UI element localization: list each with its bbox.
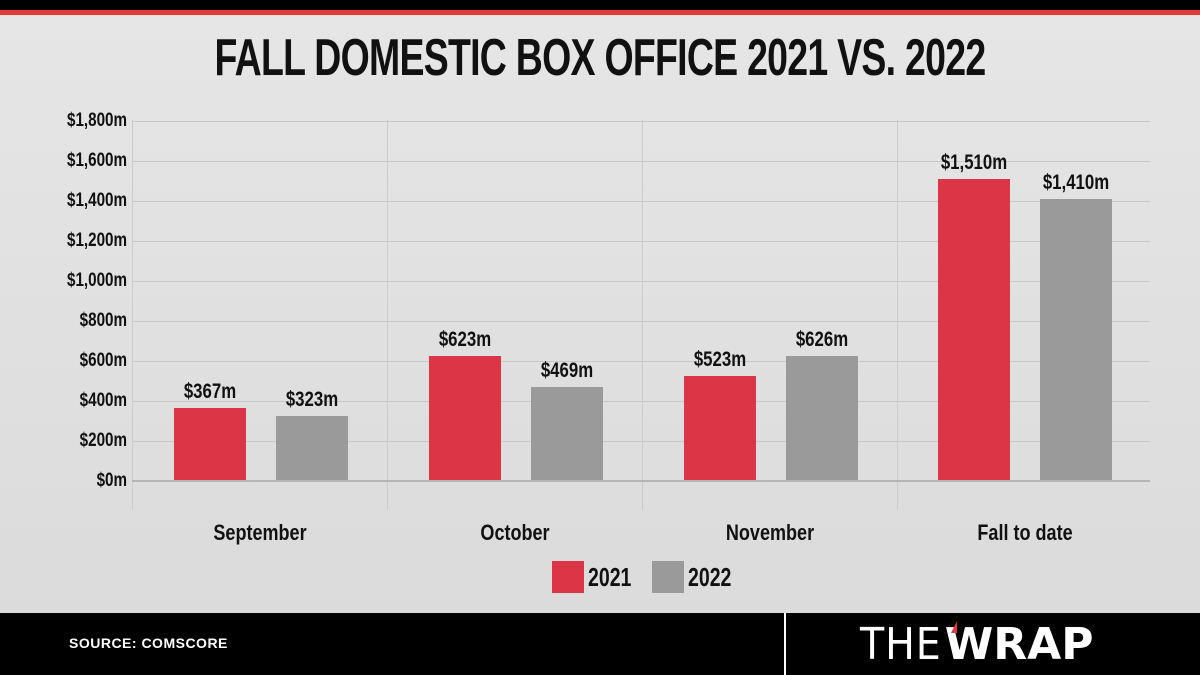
- legend-label-2021: 2021: [588, 561, 632, 592]
- bar-2022-october: [531, 387, 603, 481]
- bar-value-label: $1,410m: [1042, 171, 1110, 194]
- y-tick-0: $0m: [96, 470, 127, 491]
- legend: 2021 2022: [552, 560, 752, 594]
- chart-title: FALL DOMESTIC BOX OFFICE 2021 VS. 2022: [214, 29, 987, 87]
- gridline: [132, 441, 1150, 442]
- category-label-october: October: [480, 520, 550, 545]
- y-tick-1800: $1,800m: [66, 110, 127, 131]
- bar-2021-september: [174, 407, 246, 481]
- bar-2022-fall-to-date: [1040, 199, 1112, 481]
- bar-2021-november: [684, 376, 756, 481]
- gridline: [132, 121, 1150, 122]
- logo-wrap-label: WRAP: [944, 618, 1094, 670]
- footer-divider: [784, 613, 786, 675]
- plot-area: $0m $200m $400m $600m $800m $1,000m $1,2…: [66, 110, 1150, 545]
- logo-the-text: THE: [860, 618, 942, 670]
- legend-label-2022: 2022: [688, 561, 732, 592]
- y-tick-1400: $1,400m: [66, 190, 127, 211]
- top-black-bar: [0, 0, 1200, 10]
- thewrap-logo: THE WRAP: [860, 618, 1094, 670]
- y-tick-800: $800m: [79, 310, 127, 331]
- gridline: [132, 321, 1150, 322]
- top-red-accent-bar: [0, 10, 1200, 15]
- legend-swatch-2022: [652, 561, 684, 593]
- x-axis-baseline: [132, 480, 1150, 482]
- category-label-november: November: [725, 520, 815, 545]
- y-tick-1200: $1,200m: [66, 230, 127, 251]
- category-separator: [387, 120, 388, 510]
- logo-wrap-text: WRAP: [945, 619, 1094, 670]
- category-separator: [132, 120, 133, 510]
- gridline: [132, 241, 1150, 242]
- bar-value-label: $1,510m: [940, 151, 1008, 174]
- bar-value-label: $367m: [183, 379, 237, 403]
- y-tick-400: $400m: [79, 390, 127, 411]
- legend-swatch-2021: [552, 561, 584, 593]
- bar-value-label: $623m: [438, 328, 492, 352]
- bar-value-label: $626m: [795, 327, 849, 351]
- gridline: [132, 201, 1150, 202]
- y-tick-600: $600m: [79, 350, 127, 371]
- bar-2021-october: [429, 356, 501, 481]
- source-credit: SOURCE: COMSCORE: [69, 635, 228, 651]
- logo-accent-icon: [950, 620, 957, 633]
- y-tick-200: $200m: [79, 430, 127, 451]
- bar-value-label: $323m: [285, 388, 339, 412]
- gridline: [132, 361, 1150, 362]
- bar-2022-september: [276, 416, 348, 481]
- bar-value-label: $469m: [540, 359, 594, 383]
- y-tick-1000: $1,000m: [66, 270, 127, 291]
- gridline: [132, 401, 1150, 402]
- y-tick-1600: $1,600m: [66, 150, 127, 171]
- category-separator: [642, 120, 643, 510]
- bar-2021-fall-to-date: [938, 179, 1010, 481]
- gridline: [132, 161, 1150, 162]
- bar-2022-november: [786, 355, 858, 481]
- footer-bar: SOURCE: COMSCORE THE WRAP: [0, 613, 1200, 675]
- bar-value-label: $523m: [693, 348, 747, 372]
- category-label-september: September: [213, 520, 307, 545]
- category-separator: [897, 120, 898, 510]
- gridline: [132, 281, 1150, 282]
- category-label-fall-to-date: Fall to date: [977, 520, 1073, 545]
